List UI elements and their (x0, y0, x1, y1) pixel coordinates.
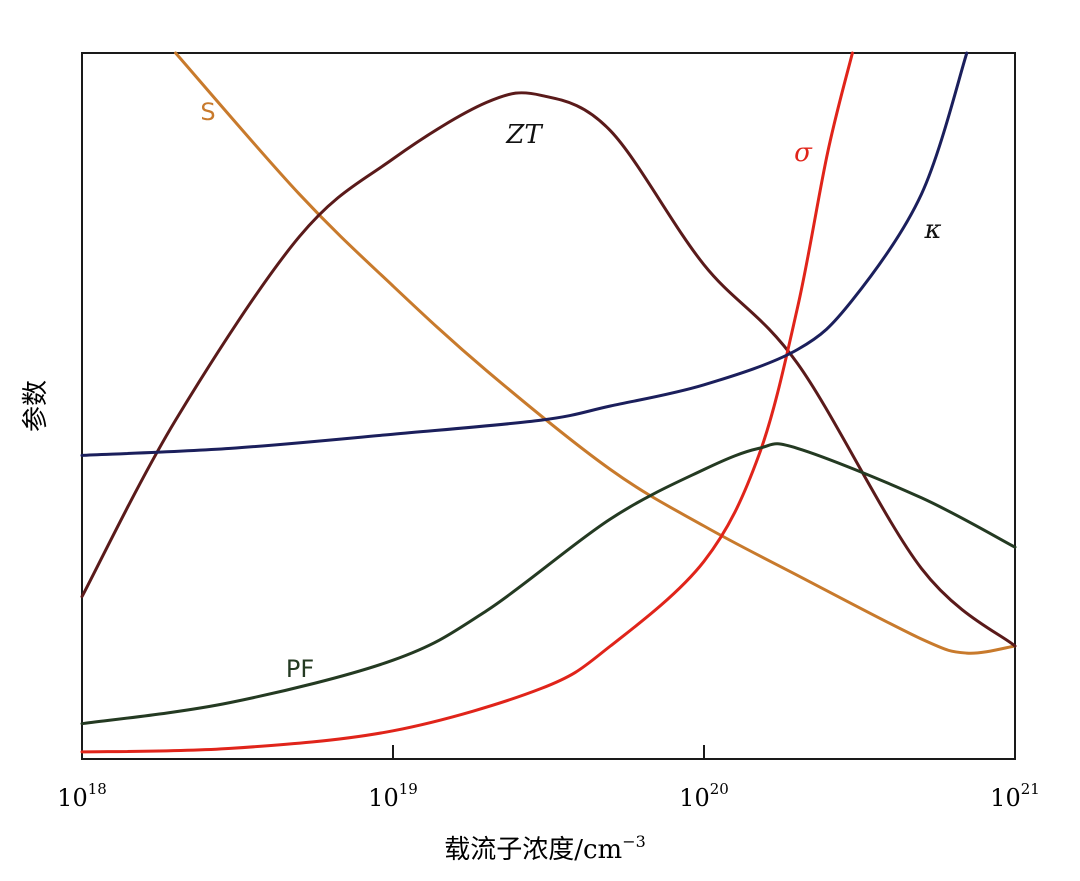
series-label-kappa: κ (923, 215, 941, 245)
series-line-kappa (80, 51, 969, 457)
series-line-pf (80, 442, 1017, 726)
x-tick-label: 1021 (990, 780, 1040, 812)
series-curves (80, 51, 1017, 754)
x-axis-title: 载流子浓度/cm−3 (444, 832, 646, 865)
series-line-zt (80, 91, 1017, 648)
series-line-sigma (80, 51, 854, 754)
x-tick-labels: 1018 1019 1020 1021 (57, 780, 1040, 812)
series-label-pf: PF (286, 655, 314, 683)
series-label-sigma: σ (794, 138, 813, 168)
x-tick-label: 1019 (368, 780, 418, 812)
series-labels: S ZT σ κ PF (200, 98, 941, 683)
x-tick-label: 1018 (57, 780, 107, 812)
series-label-s: S (200, 98, 215, 126)
x-ticks (392, 745, 705, 759)
x-tick-label: 1020 (679, 780, 729, 812)
plot-frame (81, 52, 1016, 760)
y-axis-title: 参数 (21, 380, 51, 432)
series-line-s (174, 51, 1017, 655)
series-label-zt: ZT (505, 120, 543, 150)
